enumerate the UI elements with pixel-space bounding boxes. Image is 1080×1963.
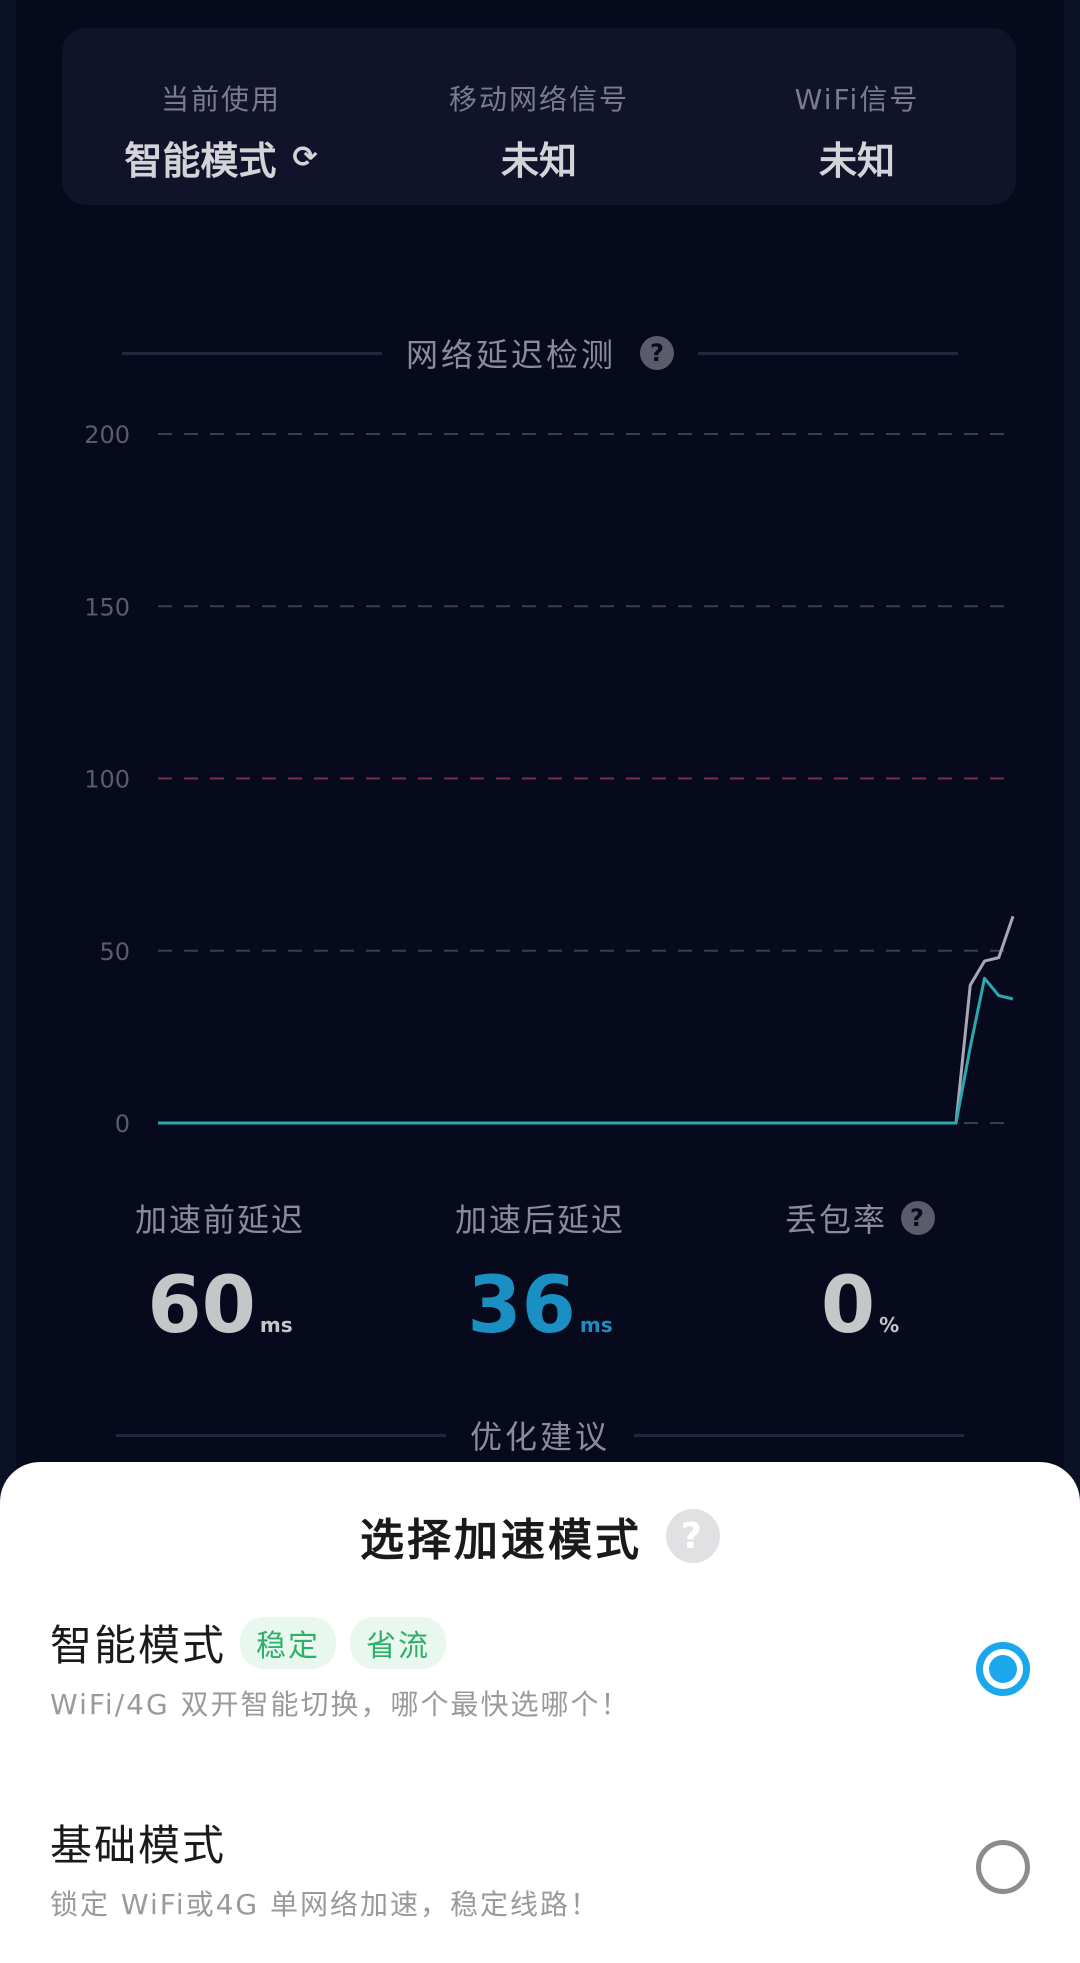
loss-label: 丢包率	[784, 1201, 887, 1239]
y-tick-label: 200	[84, 421, 130, 449]
radio-selected[interactable]	[976, 1642, 1030, 1696]
advice-section-header: 优化建议	[0, 1412, 1080, 1458]
option-basic-mode[interactable]: 基础模式 锁定 WiFi或4G 单网络加速，稳定线路！	[50, 1812, 1030, 1922]
tag-stable: 稳定	[240, 1616, 337, 1669]
mode-select-sheet: 选择加速模式? 智能模式 稳定 省流 WiFi/4G 双开智能切换，哪个最快选哪…	[0, 1462, 1080, 1963]
y-tick-label: 100	[84, 766, 130, 794]
before-label: 加速前延迟	[134, 1201, 305, 1239]
wifi-signal-label: WiFi信号	[794, 83, 920, 116]
stats-row: 加速前延迟 60 ms 加速后延迟 36 ms 丢包率? 0%	[0, 1195, 1080, 1351]
latency-title: 网络延迟检测	[405, 336, 616, 374]
divider	[121, 351, 382, 355]
question-icon[interactable]: ?	[666, 1509, 720, 1563]
mobile-signal-value: 未知	[500, 139, 577, 183]
option-name: 基础模式	[50, 1821, 227, 1870]
before-value: 60	[147, 1261, 256, 1351]
switch-icon[interactable]: ⟳	[292, 140, 318, 175]
divider	[698, 351, 958, 355]
y-tick-label: 50	[99, 938, 130, 966]
series-before-line	[158, 915, 1015, 1125]
after-label: 加速后延迟	[454, 1201, 625, 1239]
question-icon[interactable]: ?	[640, 336, 674, 370]
latency-chart: 200 150 100 50 0	[84, 421, 1016, 1138]
option-desc: WiFi/4G 双开智能切换，哪个最快选哪个！	[50, 1688, 631, 1721]
stat-after: 加速后延迟 36 ms	[380, 1195, 700, 1351]
sheet-title: 选择加速模式	[360, 1515, 642, 1566]
option-smart-mode[interactable]: 智能模式 稳定 省流 WiFi/4G 双开智能切换，哪个最快选哪个！	[50, 1612, 1030, 1722]
option-name: 智能模式	[50, 1621, 227, 1670]
wifi-signal-value: 未知	[818, 139, 895, 183]
radio-unselected[interactable]	[976, 1840, 1030, 1894]
mobile-signal-label: 移动网络信号	[448, 83, 629, 116]
current-mode-label: 当前使用	[160, 83, 281, 116]
stat-before: 加速前延迟 60 ms	[60, 1195, 380, 1351]
series-after-line	[158, 976, 1014, 1125]
current-mode[interactable]: 当前使用 智能模式 ⟳	[62, 28, 380, 205]
stat-loss: 丢包率? 0%	[700, 1195, 1020, 1351]
advice-title: 优化建议	[469, 1418, 610, 1456]
loss-unit: %	[879, 1313, 900, 1337]
current-mode-value: 智能模式	[124, 139, 277, 183]
divider	[634, 1433, 964, 1437]
before-unit: ms	[259, 1313, 293, 1337]
tag-save-data: 省流	[350, 1616, 447, 1669]
mobile-signal: 移动网络信号 未知	[380, 28, 698, 205]
status-card: 当前使用 智能模式 ⟳ 移动网络信号 未知 WiFi信号 未知	[62, 28, 1016, 205]
right-edge	[1064, 0, 1080, 1963]
after-unit: ms	[579, 1313, 613, 1337]
loss-value: 0	[820, 1261, 876, 1351]
option-desc: 锁定 WiFi或4G 单网络加速，稳定线路！	[50, 1888, 601, 1921]
y-tick-label: 0	[115, 1110, 130, 1138]
divider	[115, 1433, 446, 1437]
latency-section-header: 网络延迟检测 ?	[0, 330, 1080, 376]
y-tick-label: 150	[84, 593, 130, 621]
question-icon[interactable]: ?	[901, 1201, 935, 1235]
wifi-signal: WiFi信号 未知	[698, 28, 1016, 205]
after-value: 36	[467, 1261, 576, 1351]
